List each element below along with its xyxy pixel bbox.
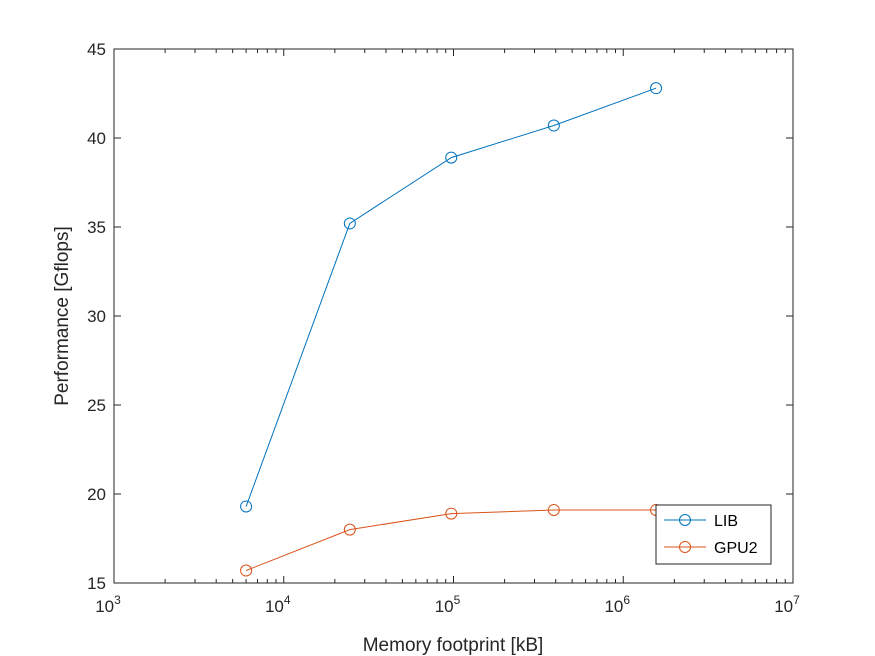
y-tick-label: 15 xyxy=(87,574,106,593)
legend-marker xyxy=(679,541,691,553)
data-point xyxy=(343,523,356,536)
legend-label: LIB xyxy=(714,513,738,530)
series-layer xyxy=(240,82,663,577)
legend-marker xyxy=(679,514,691,526)
data-point xyxy=(343,217,356,230)
y-tick-label: 30 xyxy=(87,307,106,326)
data-point xyxy=(240,564,253,577)
legend-label: GPU2 xyxy=(714,540,758,557)
data-point xyxy=(547,119,560,132)
data-point xyxy=(240,500,253,513)
data-point xyxy=(445,507,458,520)
y-axis-label: Performance [Gflops] xyxy=(52,226,73,406)
x-tick-label: 106 xyxy=(604,593,630,616)
x-tick-label: 103 xyxy=(95,593,121,616)
data-point xyxy=(547,504,560,517)
axis-ticks: 15 20 25 30 35 40 45 103 104 105 106 107 xyxy=(87,40,800,616)
legend-box xyxy=(655,504,772,565)
x-axis-label: Memory footprint [kB] xyxy=(363,635,544,656)
series-line xyxy=(245,87,657,507)
legend-item: GPU2 xyxy=(664,540,758,557)
y-tick-label: 40 xyxy=(87,129,106,148)
data-point xyxy=(650,82,663,95)
series-lib xyxy=(240,82,663,513)
y-tick-label: 45 xyxy=(87,40,106,59)
series-gpu2 xyxy=(240,504,663,577)
y-tick-label: 25 xyxy=(87,396,106,415)
x-tick-label: 107 xyxy=(774,593,800,616)
legend: LIB GPU2 xyxy=(655,504,772,565)
plot-area xyxy=(113,48,794,584)
y-tick-label: 35 xyxy=(87,218,106,237)
x-tick-label: 104 xyxy=(265,593,291,616)
x-tick-label: 105 xyxy=(435,593,461,616)
series-line xyxy=(245,509,656,571)
y-tick-label: 20 xyxy=(87,485,106,504)
legend-item: LIB xyxy=(664,513,738,530)
data-point xyxy=(445,151,458,164)
